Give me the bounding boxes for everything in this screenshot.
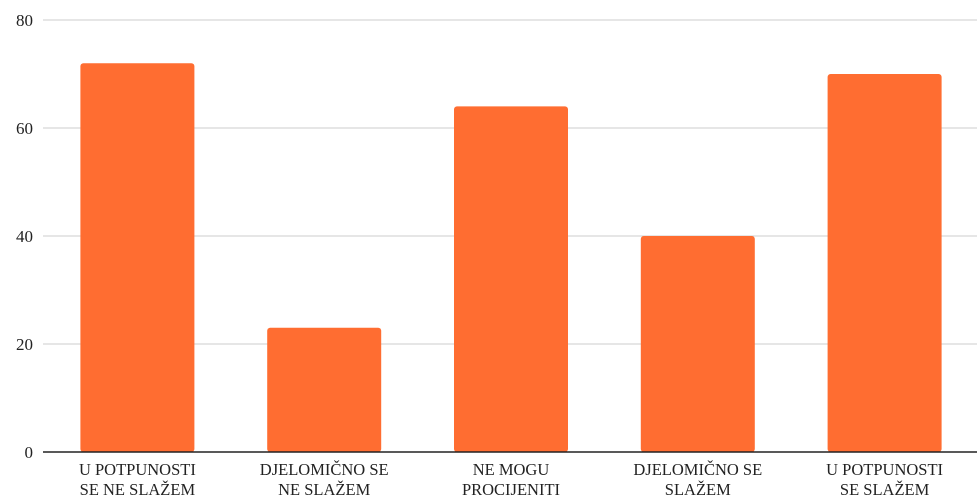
x-category-label: SE SLAŽEM — [840, 480, 930, 499]
bar-2 — [267, 327, 382, 452]
bar-4 — [640, 236, 755, 452]
bars — [80, 63, 942, 453]
x-category-label: PROCIJENITI — [462, 480, 560, 499]
bar-3 — [454, 106, 568, 453]
y-tick-label: 20 — [16, 335, 33, 354]
y-tick-label: 60 — [16, 119, 33, 138]
x-category-label: SLAŽEM — [665, 480, 731, 499]
x-category-label: U POTPUNOSTI — [826, 460, 943, 479]
x-category-label: DJELOMIČNO SE — [260, 460, 389, 479]
x-category-label: DJELOMIČNO SE — [633, 460, 762, 479]
bar-5 — [827, 74, 942, 452]
y-axis-ticks: 0 20 40 60 80 — [16, 11, 33, 462]
x-category-label: NE MOGU — [473, 460, 550, 479]
y-tick-label: 40 — [16, 227, 33, 246]
y-tick-label: 80 — [16, 11, 33, 30]
bar-1 — [80, 63, 195, 452]
y-tick-label: 0 — [25, 443, 34, 462]
x-category-label: SE NE SLAŽEM — [80, 480, 196, 499]
x-category-label: U POTPUNOSTI — [79, 460, 196, 479]
x-category-label: NE SLAŽEM — [278, 480, 370, 499]
